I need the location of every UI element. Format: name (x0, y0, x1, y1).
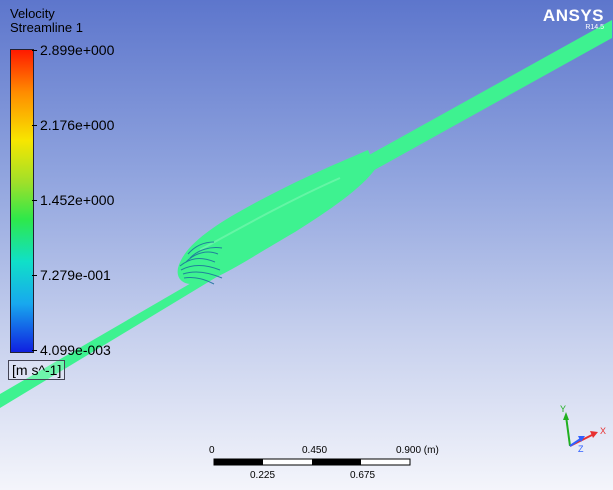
axis-triad[interactable]: Y X Z (552, 402, 612, 457)
z-axis-label: Z (578, 444, 584, 454)
x-axis-label: X (600, 426, 606, 436)
y-axis-line (566, 416, 570, 446)
y-axis-label: Y (560, 404, 566, 414)
scale-label-0-675: 0.675 (350, 471, 375, 481)
scale-label-0-225: 0.225 (250, 471, 275, 481)
